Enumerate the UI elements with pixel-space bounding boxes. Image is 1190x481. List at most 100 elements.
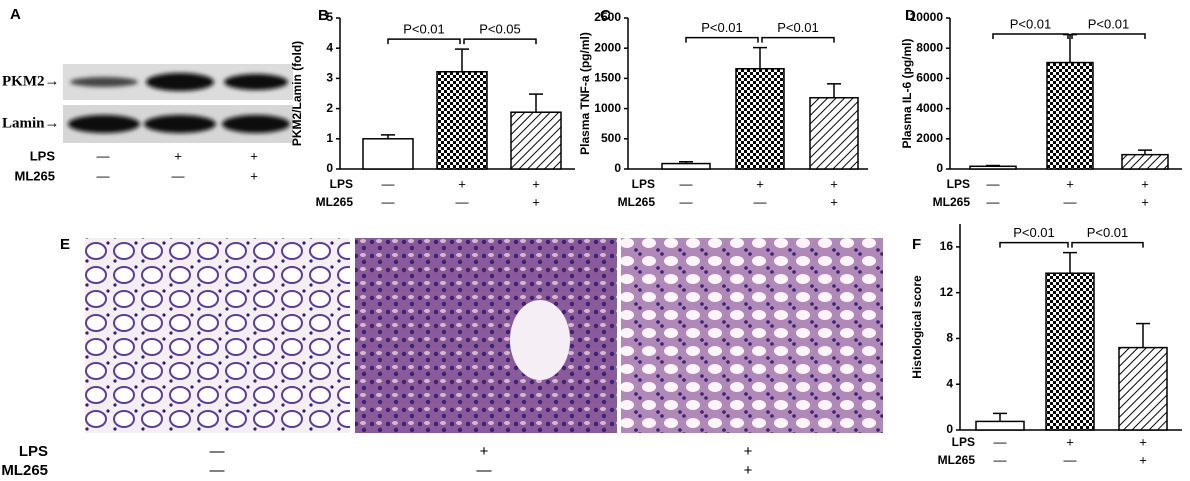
blot-row-label: PKM2→ bbox=[2, 73, 60, 89]
significance-label: P<0.01 bbox=[1010, 16, 1052, 31]
y-axis-label: Histological score bbox=[910, 275, 924, 379]
condition-sign: + bbox=[1066, 434, 1074, 449]
significance-bracket bbox=[992, 33, 1069, 39]
condition-sign: — bbox=[680, 194, 693, 209]
condition-label: ML265 bbox=[1, 462, 48, 479]
bar bbox=[1121, 153, 1169, 170]
condition-sign: — bbox=[994, 434, 1007, 449]
bar bbox=[436, 71, 488, 170]
y-tick-label: 10000 bbox=[910, 10, 944, 24]
histology-image bbox=[355, 238, 617, 433]
condition-label: LPS bbox=[19, 443, 48, 460]
y-tick-label: 4 bbox=[326, 40, 333, 54]
condition-sign: — bbox=[1064, 452, 1077, 467]
panel-letter: C bbox=[600, 7, 611, 24]
y-tick-label: 4000 bbox=[916, 101, 943, 115]
condition-label: LPS bbox=[952, 435, 975, 449]
condition-sign: — bbox=[210, 443, 225, 460]
y-tick-label: 16 bbox=[940, 239, 954, 253]
significance-bracket bbox=[1071, 33, 1146, 39]
y-tick-label: 2500 bbox=[594, 10, 621, 24]
y-tick-label: 5 bbox=[326, 10, 333, 24]
bar bbox=[969, 165, 1017, 170]
condition-sign: + bbox=[830, 194, 838, 209]
condition-sign: + bbox=[1139, 434, 1147, 449]
y-tick-label: 2000 bbox=[916, 131, 943, 145]
condition-sign: — bbox=[382, 176, 395, 191]
significance-label: P<0.01 bbox=[403, 22, 445, 37]
y-tick-label: 0 bbox=[326, 161, 333, 175]
condition-sign: + bbox=[250, 148, 258, 163]
condition-label: ML265 bbox=[15, 168, 55, 183]
condition-sign: + bbox=[830, 176, 838, 191]
condition-sign: — bbox=[382, 194, 395, 209]
condition-sign: — bbox=[97, 148, 110, 163]
y-tick-label: 0 bbox=[946, 422, 953, 436]
bar bbox=[809, 96, 859, 170]
significance-bracket bbox=[387, 38, 461, 45]
condition-sign: + bbox=[250, 168, 258, 183]
y-tick-label: 1 bbox=[326, 131, 333, 145]
y-tick-label: 500 bbox=[601, 131, 621, 145]
condition-label: ML265 bbox=[933, 195, 971, 209]
condition-sign: — bbox=[680, 176, 693, 191]
y-tick-label: 2 bbox=[326, 101, 333, 115]
bar bbox=[1118, 346, 1168, 431]
bar bbox=[735, 67, 785, 170]
panel-letter: A bbox=[10, 6, 21, 23]
bar bbox=[1045, 272, 1095, 431]
condition-sign: — bbox=[1064, 194, 1077, 209]
histology-image bbox=[621, 238, 883, 433]
y-axis-label: Plasma TNF-a (pg/ml) bbox=[578, 32, 592, 155]
bar bbox=[975, 420, 1025, 431]
y-tick-label: 1000 bbox=[594, 101, 621, 115]
histology-image bbox=[510, 300, 570, 380]
bar bbox=[510, 111, 562, 170]
condition-label: LPS bbox=[632, 177, 655, 191]
significance-bracket bbox=[463, 38, 537, 45]
bar bbox=[362, 138, 414, 170]
condition-sign: — bbox=[210, 462, 225, 479]
condition-sign: + bbox=[756, 176, 764, 191]
significance-label: P<0.01 bbox=[701, 20, 743, 35]
condition-sign: — bbox=[477, 462, 492, 479]
condition-sign: + bbox=[458, 176, 466, 191]
y-tick-label: 3 bbox=[326, 71, 333, 85]
condition-label: LPS bbox=[330, 177, 353, 191]
y-tick-label: 6000 bbox=[916, 71, 943, 85]
y-tick-label: 0 bbox=[614, 161, 621, 175]
blot-row-label: Lamin→ bbox=[2, 115, 60, 131]
condition-sign: + bbox=[1141, 194, 1149, 209]
significance-bracket bbox=[761, 36, 835, 43]
significance-label: P<0.01 bbox=[1088, 16, 1130, 31]
condition-sign: + bbox=[1141, 176, 1149, 191]
y-tick-label: 1500 bbox=[594, 71, 621, 85]
panel-letter: F bbox=[912, 236, 921, 253]
condition-sign: — bbox=[987, 194, 1000, 209]
condition-sign: + bbox=[744, 462, 753, 479]
condition-sign: — bbox=[456, 194, 469, 209]
condition-sign: + bbox=[174, 148, 182, 163]
histology-image bbox=[85, 238, 350, 433]
condition-sign: + bbox=[744, 443, 753, 460]
y-tick-label: 0 bbox=[936, 161, 943, 175]
condition-label: ML265 bbox=[316, 195, 354, 209]
condition-sign: + bbox=[532, 176, 540, 191]
panel-letter: E bbox=[60, 236, 70, 253]
significance-label: P<0.01 bbox=[1013, 225, 1055, 240]
y-tick-label: 8000 bbox=[916, 40, 943, 54]
condition-sign: + bbox=[532, 194, 540, 209]
condition-sign: + bbox=[1139, 452, 1147, 467]
condition-sign: — bbox=[97, 168, 110, 183]
y-axis-label: PKM2/Lamin (fold) bbox=[290, 41, 304, 146]
condition-label: LPS bbox=[30, 148, 56, 163]
significance-bracket bbox=[999, 241, 1069, 248]
significance-label: P<0.05 bbox=[479, 22, 521, 37]
condition-label: ML265 bbox=[618, 195, 656, 209]
condition-sign: — bbox=[172, 168, 185, 183]
condition-sign: — bbox=[987, 176, 1000, 191]
y-tick-label: 2000 bbox=[594, 40, 621, 54]
bar bbox=[1046, 61, 1094, 170]
